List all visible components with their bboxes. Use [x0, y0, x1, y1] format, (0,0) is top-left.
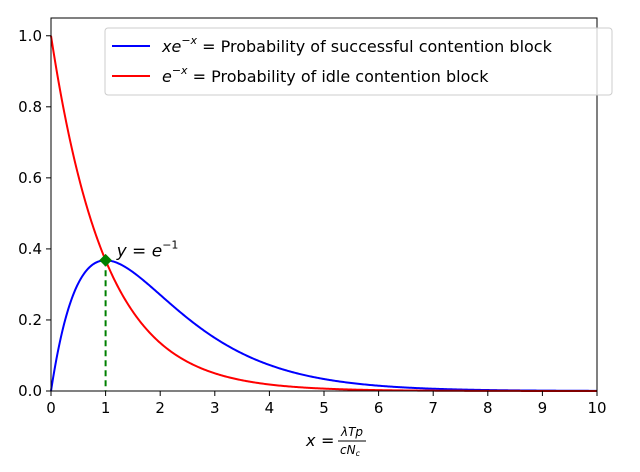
x-tick-label: 6 [374, 399, 384, 417]
legend-entry-success: xe−x = Probability of successful content… [161, 34, 553, 56]
x-axis-label: x = λTp cNc [305, 425, 366, 458]
legend: xe−x = Probability of successful content… [104, 27, 613, 96]
x-axis-label-den-base: cN [340, 443, 356, 457]
x-tick-label: 2 [155, 399, 165, 417]
y-tick-label: 0.6 [18, 169, 42, 187]
x-tick-label: 0 [46, 399, 56, 417]
legend-success-sup: −x [181, 34, 197, 47]
x-tick-label: 10 [587, 399, 606, 417]
legend-box [104, 27, 613, 96]
intersection-label-eq: = [127, 241, 152, 261]
y-tick-label: 1.0 [18, 27, 42, 45]
y-axis: 0.0 0.2 0.4 0.6 0.8 1.0 [18, 27, 51, 400]
x-tick-label: 5 [319, 399, 329, 417]
plot-area: y = e−1 [50, 17, 598, 392]
intersection-label: y = e−1 [116, 238, 179, 261]
x-axis-label-numerator: λTp [340, 425, 363, 439]
intersection-marker [99, 253, 112, 267]
x-tick-label: 7 [428, 399, 438, 417]
series-line-success [50, 259, 597, 392]
x-tick-label: 4 [265, 399, 275, 417]
x-axis: 0 1 2 3 4 5 6 7 8 9 10 [46, 391, 607, 417]
x-axis-label-eq: = [321, 431, 334, 450]
legend-entry-idle: e−x = Probability of idle contention blo… [162, 64, 489, 86]
y-tick-label: 0.4 [18, 240, 42, 258]
y-tick-label: 0.0 [18, 382, 42, 400]
x-axis-label-den-sub: c [356, 449, 361, 458]
legend-success-text: = Probability of successful contention b… [197, 37, 553, 56]
x-tick-label: 9 [538, 399, 548, 417]
y-tick-label: 0.8 [18, 98, 42, 116]
y-tick-label: 0.2 [18, 311, 42, 329]
legend-idle-sup: −x [172, 64, 188, 77]
x-tick-label: 3 [210, 399, 220, 417]
legend-success-base: xe [161, 37, 181, 56]
intersection-label-lhs: y [116, 241, 128, 261]
intersection-label-sup: −1 [162, 238, 178, 251]
x-tick-label: 8 [483, 399, 493, 417]
legend-idle-base: e [162, 67, 172, 86]
x-axis-label-denominator: cNc [340, 443, 361, 458]
legend-idle-text: = Probability of idle contention block [188, 67, 490, 86]
intersection-label-base: e [152, 241, 162, 261]
x-axis-label-lhs: x [305, 431, 316, 450]
x-tick-label: 1 [101, 399, 111, 417]
